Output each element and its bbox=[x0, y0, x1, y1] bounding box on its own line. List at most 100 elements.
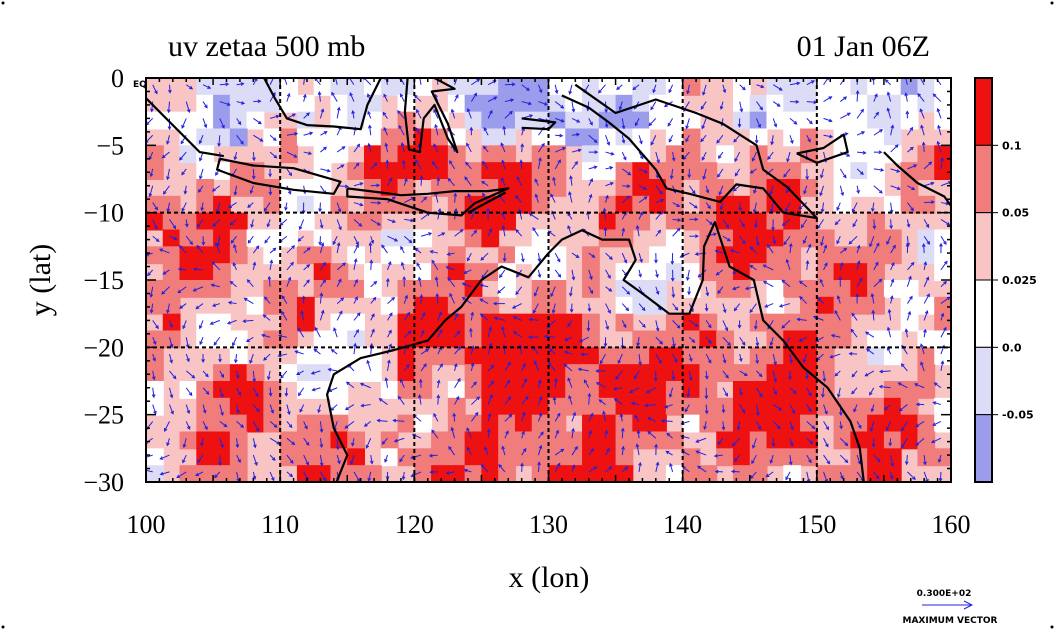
wind-vector-head bbox=[322, 261, 326, 266]
wind-vector-head bbox=[664, 404, 669, 409]
wind-vector bbox=[940, 360, 945, 371]
wind-vector-head bbox=[492, 80, 497, 84]
field-cell bbox=[146, 145, 164, 164]
wind-vector bbox=[856, 244, 861, 254]
field-cell bbox=[464, 330, 483, 349]
wind-vector bbox=[403, 235, 413, 244]
wind-vector bbox=[879, 369, 891, 374]
wind-vector-head bbox=[453, 363, 458, 368]
wind-vector-head bbox=[823, 244, 828, 249]
field-cell bbox=[531, 431, 550, 450]
wind-vector bbox=[702, 168, 707, 180]
wind-vector-shaft bbox=[430, 250, 438, 254]
field-cell bbox=[431, 431, 449, 450]
wind-vector-head bbox=[180, 140, 185, 145]
wind-vector-shaft bbox=[823, 421, 829, 430]
field-cell bbox=[883, 465, 902, 482]
wind-vector-shaft bbox=[571, 161, 578, 170]
wind-vector-head bbox=[538, 412, 543, 417]
wind-vector-head bbox=[896, 169, 901, 173]
wind-vector-shaft bbox=[705, 336, 712, 344]
wind-vector-shaft bbox=[314, 78, 321, 86]
wind-vector-shaft bbox=[667, 118, 674, 127]
wind-vector-head bbox=[337, 460, 341, 465]
wind-vector-head bbox=[507, 396, 512, 401]
wind-vector bbox=[433, 412, 439, 422]
wind-vector-shaft bbox=[383, 94, 388, 102]
field-cell bbox=[732, 431, 751, 450]
wind-vector-head bbox=[550, 193, 554, 198]
wind-vector-head bbox=[554, 90, 559, 95]
wind-vector-head bbox=[247, 239, 252, 244]
coastlines bbox=[146, 78, 951, 482]
wind-vector-head bbox=[177, 289, 182, 294]
wind-vector bbox=[192, 286, 204, 292]
wind-vector-head bbox=[177, 267, 182, 272]
wind-vector-head bbox=[880, 168, 885, 172]
wind-vector bbox=[569, 175, 573, 186]
wind-vector bbox=[806, 454, 812, 464]
wind-vector-head bbox=[769, 459, 774, 464]
wind-vector-head bbox=[887, 308, 892, 313]
wind-vector-shaft bbox=[387, 235, 398, 242]
field-cell bbox=[934, 78, 951, 96]
field-cell bbox=[649, 246, 667, 265]
wind-vector-shaft bbox=[834, 310, 841, 321]
wind-vector bbox=[571, 161, 579, 170]
wind-vector bbox=[823, 117, 833, 123]
wind-vector bbox=[655, 286, 660, 295]
wind-vector-shaft bbox=[782, 219, 791, 226]
wind-vector-head bbox=[181, 171, 185, 176]
wind-vector-head bbox=[555, 429, 560, 434]
wind-vector-shaft bbox=[319, 243, 324, 254]
wind-vector-head bbox=[368, 124, 372, 129]
wind-vector-shaft bbox=[152, 370, 155, 380]
wind-vector-head bbox=[871, 309, 876, 314]
wind-vector bbox=[320, 146, 327, 153]
wind-vector bbox=[705, 202, 711, 210]
wind-vector-head bbox=[856, 260, 861, 265]
field-cell bbox=[514, 313, 533, 332]
wind-vector-shaft bbox=[569, 286, 573, 296]
field-cell bbox=[934, 296, 951, 315]
wind-vector bbox=[806, 437, 814, 445]
wind-vector-shaft bbox=[840, 247, 847, 254]
wind-vector-shaft bbox=[498, 464, 506, 473]
field-cell bbox=[783, 448, 802, 467]
wind-vector bbox=[901, 437, 908, 449]
wind-vector bbox=[487, 412, 492, 422]
wind-vector-shaft bbox=[521, 144, 523, 153]
field-cell bbox=[447, 431, 466, 450]
field-cell bbox=[330, 128, 349, 147]
wind-vector bbox=[370, 201, 382, 205]
wind-vector-head bbox=[296, 371, 300, 376]
wind-vector bbox=[613, 398, 623, 405]
field-cell bbox=[816, 364, 835, 382]
wind-vector-shaft bbox=[465, 162, 472, 170]
wind-vector-head bbox=[220, 374, 225, 378]
wind-vector bbox=[538, 101, 549, 106]
wind-vector-head bbox=[179, 156, 183, 161]
wind-vector-shaft bbox=[873, 112, 879, 119]
wind-vector-shaft bbox=[857, 151, 866, 154]
wind-vector-head bbox=[305, 461, 309, 466]
wind-vector-head bbox=[886, 91, 891, 96]
wind-vector-head bbox=[473, 92, 478, 97]
wind-vector-shaft bbox=[344, 421, 355, 429]
wind-vector bbox=[229, 280, 237, 288]
field-cell bbox=[548, 448, 567, 467]
wind-vector-head bbox=[713, 232, 718, 237]
wind-vector-shaft bbox=[570, 176, 573, 186]
wind-vector-head bbox=[154, 225, 158, 230]
field-cell bbox=[883, 381, 902, 399]
field-cell bbox=[447, 246, 466, 265]
wind-vector bbox=[578, 336, 589, 343]
field-cell bbox=[716, 431, 734, 450]
wind-vector-head bbox=[811, 425, 816, 430]
wind-vector-shaft bbox=[331, 92, 338, 102]
wind-vector-head bbox=[169, 394, 174, 399]
wind-vector-head bbox=[861, 131, 866, 135]
wind-vector-shaft bbox=[212, 219, 221, 227]
field-cell bbox=[732, 111, 751, 130]
wind-vector-shaft bbox=[210, 319, 220, 325]
